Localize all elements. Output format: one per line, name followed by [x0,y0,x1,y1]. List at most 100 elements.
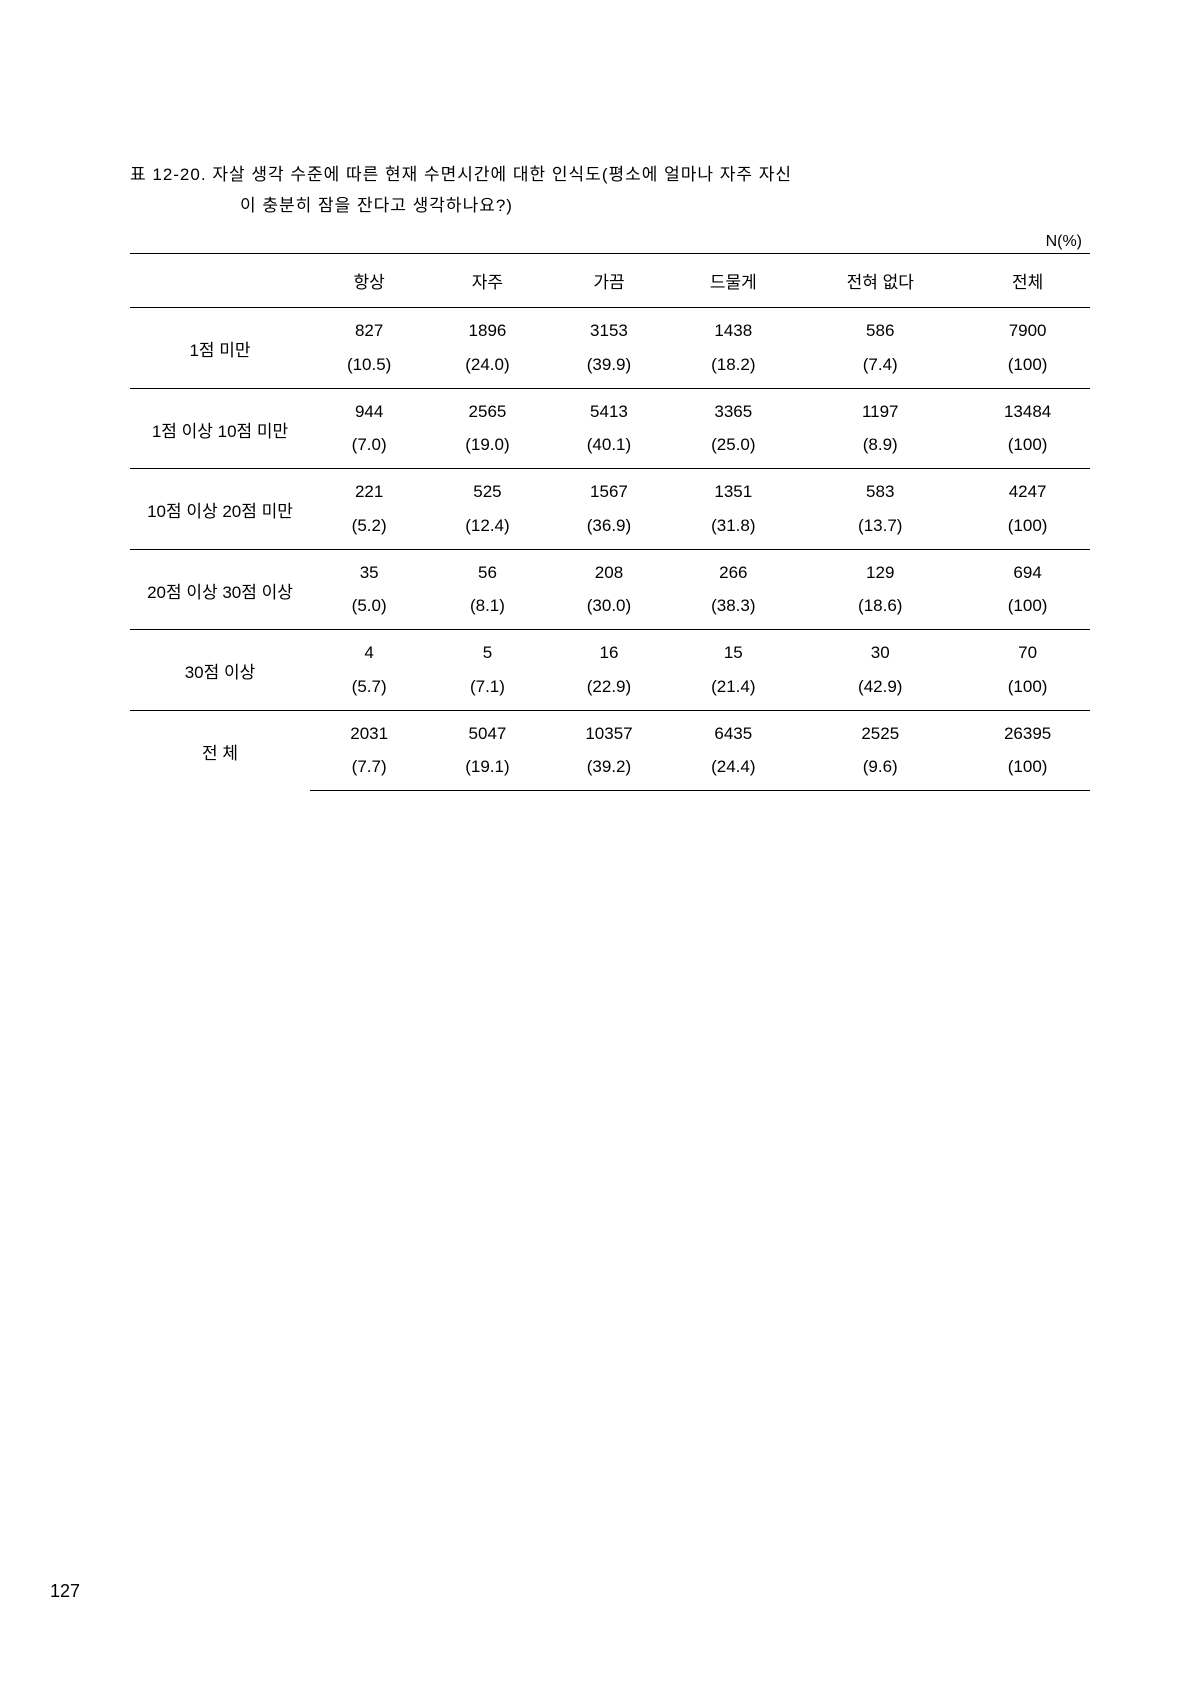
cell-n: 525 [428,469,546,509]
cell-pct: (7.7) [310,750,428,790]
cell-pct: (39.9) [547,348,672,388]
cell-n: 5047 [428,710,546,750]
table-row: 10점 이상 20점 미만 221 525 1567 1351 583 4247 [130,469,1090,509]
cell-pct: (39.2) [547,750,672,790]
cell-pct: (42.9) [795,670,965,710]
cell-n: 586 [795,308,965,348]
cell-pct: (12.4) [428,509,546,549]
row-label: 1점 미만 [130,308,310,389]
table-row: 20점 이상 30점 이상 35 56 208 266 129 694 [130,549,1090,589]
table-row: 1점 이상 10점 미만 944 2565 5413 3365 1197 134… [130,388,1090,428]
cell-n: 5 [428,630,546,670]
cell-pct: (100) [965,589,1090,629]
cell-pct: (100) [965,750,1090,790]
cell-n: 944 [310,388,428,428]
cell-pct: (22.9) [547,670,672,710]
cell-pct: (5.2) [310,509,428,549]
caption-prefix: 표 12-20. [130,165,207,184]
cell-pct: (13.7) [795,509,965,549]
cell-n: 13484 [965,388,1090,428]
cell-pct: (7.0) [310,428,428,468]
page-number: 127 [50,1581,80,1602]
cell-pct: (21.4) [671,670,795,710]
cell-pct: (18.2) [671,348,795,388]
cell-n: 6435 [671,710,795,750]
cell-n: 15 [671,630,795,670]
cell-n: 4247 [965,469,1090,509]
col-header: 가끔 [547,254,672,308]
cell-n: 4 [310,630,428,670]
table-row-total: 전 체 2031 5047 10357 6435 2525 26395 [130,710,1090,750]
cell-n: 827 [310,308,428,348]
caption-line2: 이 충분히 잠을 잔다고 생각하나요?) [130,196,513,215]
cell-pct: (31.8) [671,509,795,549]
cell-pct: (19.1) [428,750,546,790]
unit-label: N(%) [130,233,1090,251]
cell-pct: (8.1) [428,589,546,629]
header-empty [130,254,310,308]
cell-pct: (100) [965,428,1090,468]
caption-line1: 자살 생각 수준에 따른 현재 수면시간에 대한 인식도(평소에 얼마나 자주 … [212,165,792,184]
cell-n: 3153 [547,308,672,348]
col-header: 전체 [965,254,1090,308]
cell-n: 583 [795,469,965,509]
table-row: 30점 이상 4 5 16 15 30 70 [130,630,1090,670]
cell-pct: (25.0) [671,428,795,468]
cell-n: 30 [795,630,965,670]
row-label: 전 체 [130,710,310,791]
cell-pct: (38.3) [671,589,795,629]
cell-n: 694 [965,549,1090,589]
cell-n: 129 [795,549,965,589]
cell-n: 70 [965,630,1090,670]
table-row: 1점 미만 827 1896 3153 1438 586 7900 [130,308,1090,348]
cell-n: 266 [671,549,795,589]
cell-n: 1351 [671,469,795,509]
cell-pct: (18.6) [795,589,965,629]
row-label: 10점 이상 20점 미만 [130,469,310,550]
cell-n: 5413 [547,388,672,428]
header-row: 항상 자주 가끔 드물게 전혀 없다 전체 [130,254,1090,308]
cell-n: 2565 [428,388,546,428]
cell-pct: (24.4) [671,750,795,790]
cell-n: 7900 [965,308,1090,348]
cell-pct: (24.0) [428,348,546,388]
cell-n: 16 [547,630,672,670]
cell-n: 2031 [310,710,428,750]
row-label: 30점 이상 [130,630,310,711]
data-table: 항상 자주 가끔 드물게 전혀 없다 전체 1점 미만 827 1896 315… [130,253,1090,791]
cell-n: 56 [428,549,546,589]
cell-pct: (19.0) [428,428,546,468]
col-header: 자주 [428,254,546,308]
cell-pct: (100) [965,348,1090,388]
cell-pct: (100) [965,509,1090,549]
row-label: 20점 이상 30점 이상 [130,549,310,630]
cell-n: 10357 [547,710,672,750]
cell-n: 1567 [547,469,672,509]
cell-n: 1896 [428,308,546,348]
cell-pct: (9.6) [795,750,965,790]
cell-pct: (7.4) [795,348,965,388]
cell-n: 1438 [671,308,795,348]
row-label: 1점 이상 10점 미만 [130,388,310,469]
col-header: 항상 [310,254,428,308]
col-header: 전혀 없다 [795,254,965,308]
cell-pct: (7.1) [428,670,546,710]
cell-pct: (30.0) [547,589,672,629]
cell-pct: (100) [965,670,1090,710]
cell-n: 1197 [795,388,965,428]
cell-n: 2525 [795,710,965,750]
cell-pct: (36.9) [547,509,672,549]
table-caption: 표 12-20. 자살 생각 수준에 따른 현재 수면시간에 대한 인식도(평소… [130,160,1090,221]
cell-n: 208 [547,549,672,589]
cell-n: 26395 [965,710,1090,750]
cell-pct: (5.0) [310,589,428,629]
cell-pct: (8.9) [795,428,965,468]
col-header: 드물게 [671,254,795,308]
cell-n: 35 [310,549,428,589]
cell-pct: (5.7) [310,670,428,710]
table-body: 1점 미만 827 1896 3153 1438 586 7900 (10.5)… [130,308,1090,791]
cell-pct: (40.1) [547,428,672,468]
cell-n: 3365 [671,388,795,428]
cell-pct: (10.5) [310,348,428,388]
cell-n: 221 [310,469,428,509]
